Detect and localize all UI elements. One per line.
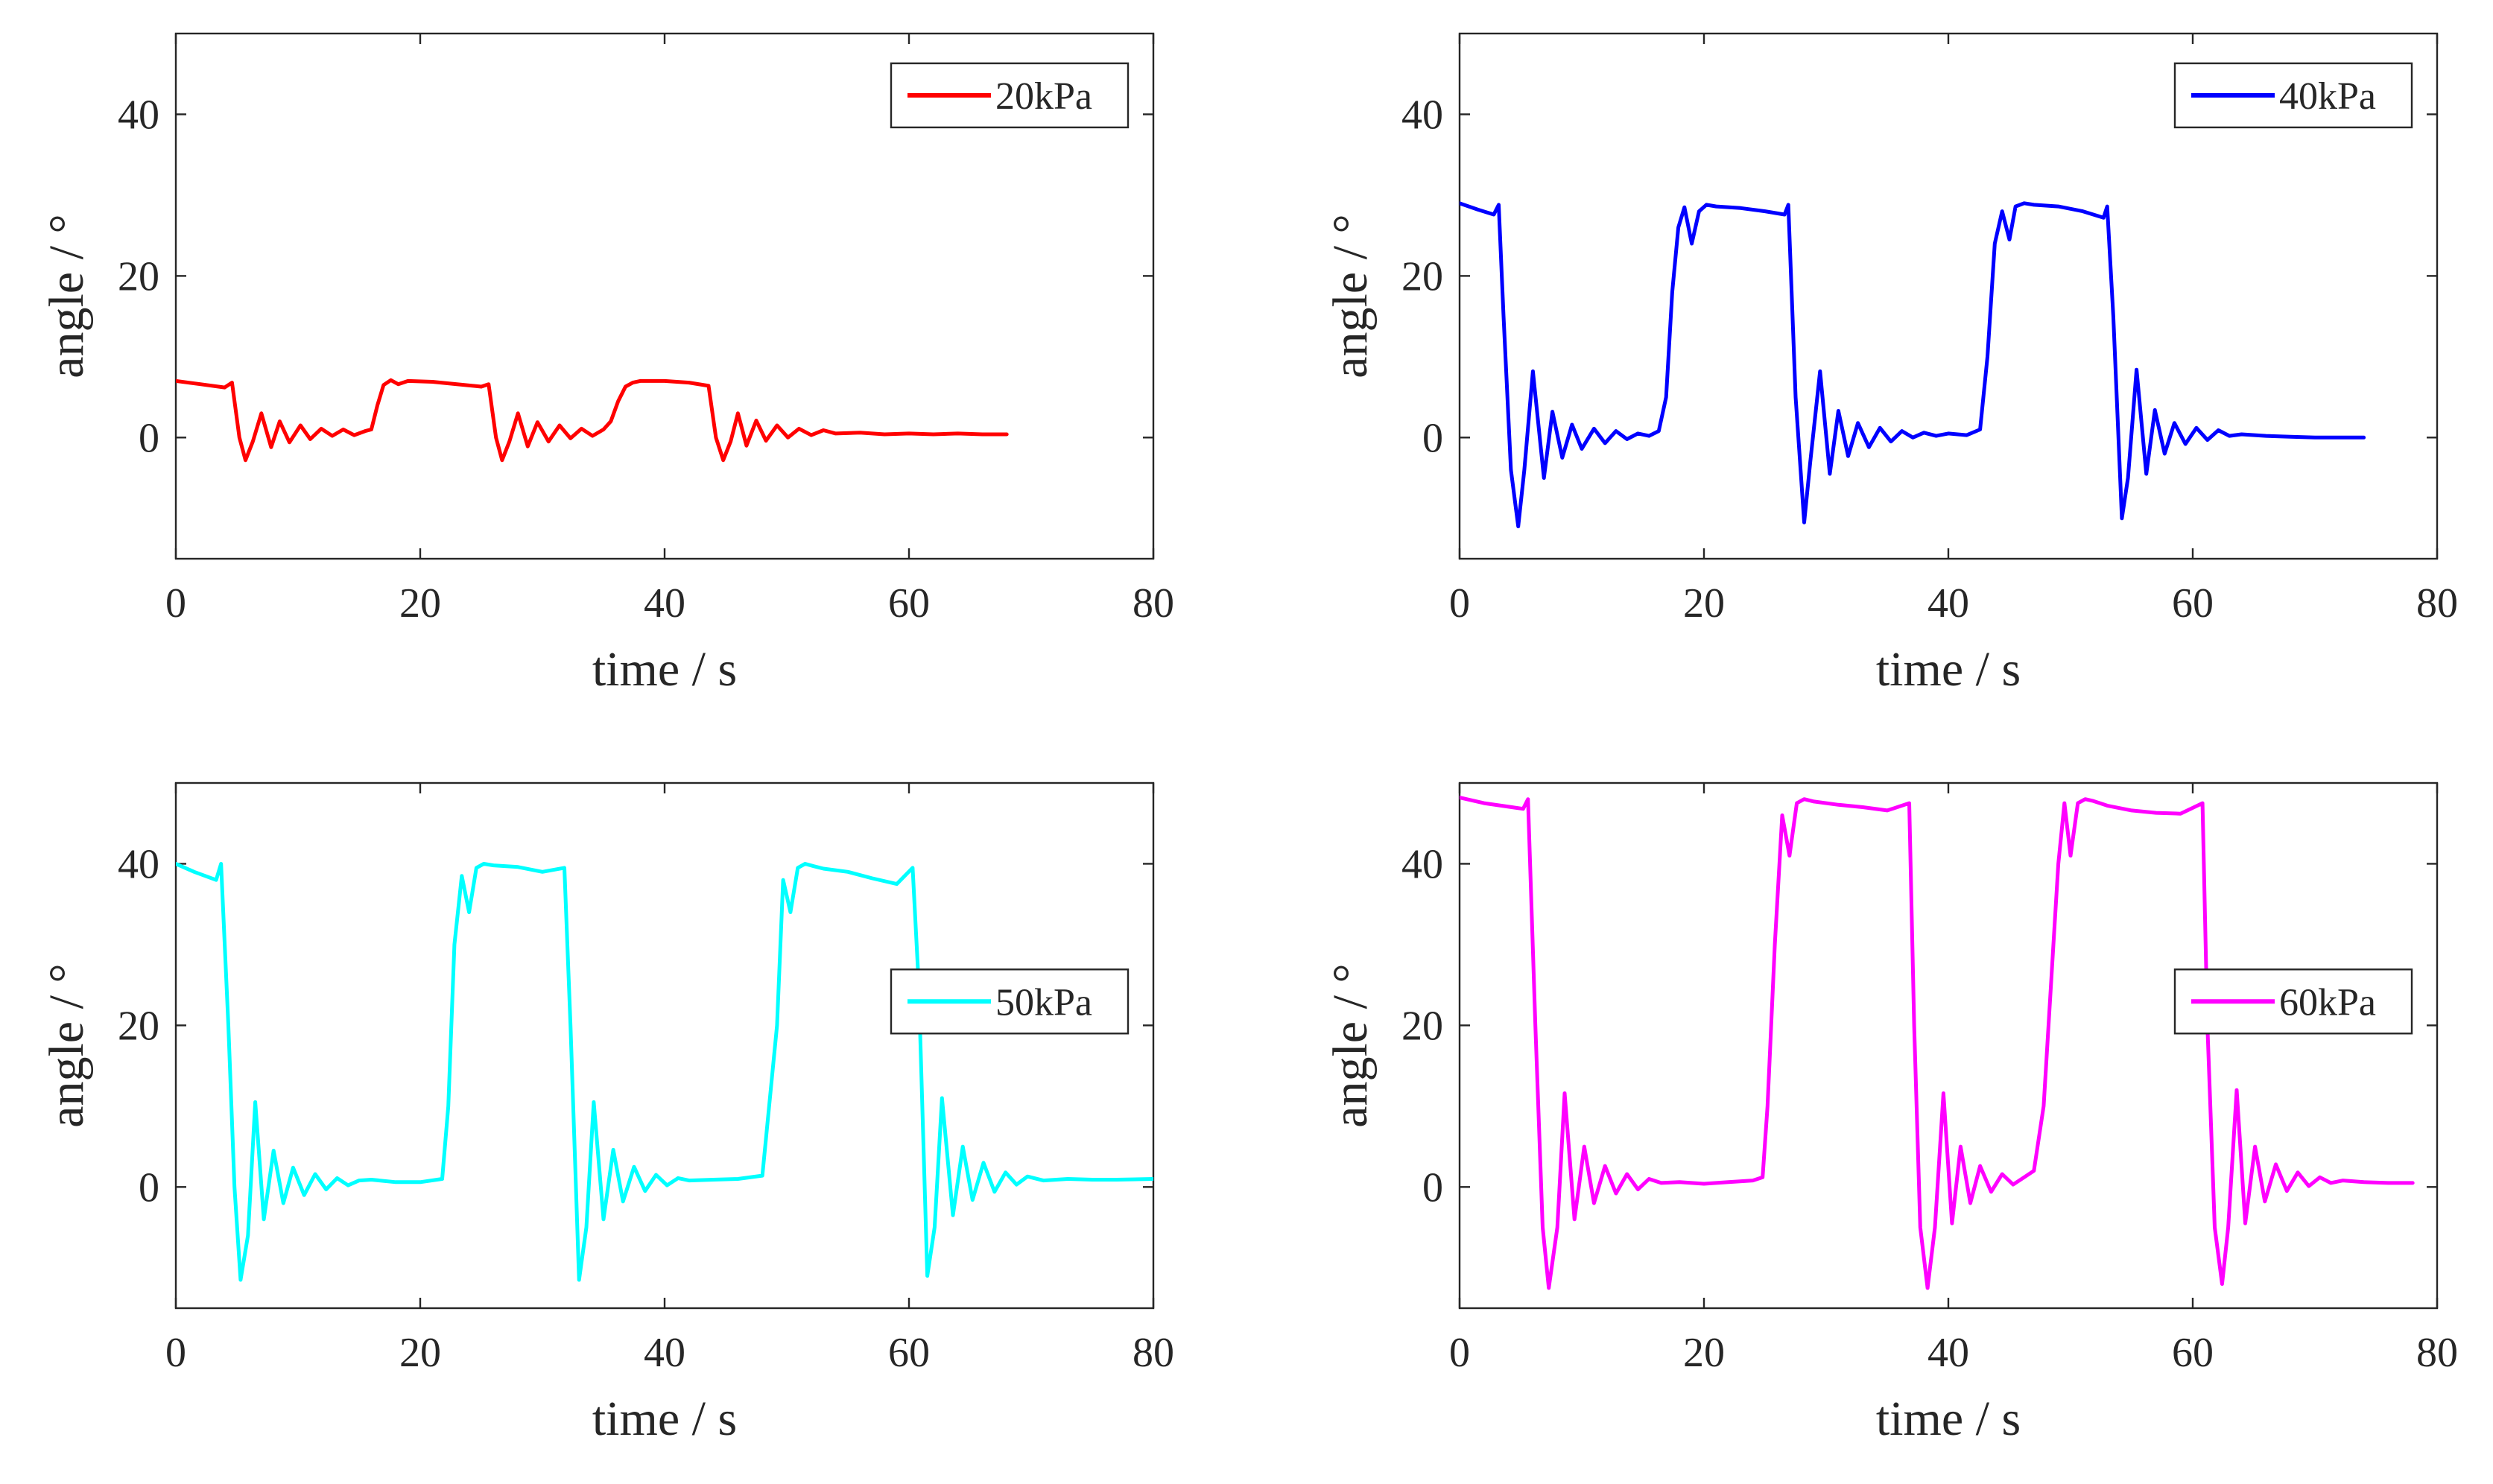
y-tick-label: 0: [139, 1164, 159, 1211]
y-tick-label: 40: [118, 92, 159, 138]
x-tick-label: 20: [399, 1330, 441, 1376]
plot-area: [174, 781, 1155, 1310]
legend-label: 20kPa: [995, 75, 1092, 118]
x-tick-label: 0: [1449, 1330, 1470, 1376]
x-tick-label: 40: [644, 580, 685, 627]
y-axis-label: angle / °: [1323, 214, 1378, 378]
x-tick-label: 80: [2416, 1330, 2458, 1376]
series-line-40kpa: [1460, 201, 2366, 529]
legend-label: 60kPa: [2279, 981, 2376, 1024]
y-tick-label: 20: [118, 1003, 159, 1049]
x-tick-label: 40: [644, 1330, 685, 1376]
y-axis-label: angle / °: [1323, 963, 1378, 1128]
subplot-40kpa: 0 20 40 60 80 0 20 40 time / s angle / ° 40kPa: [1323, 32, 2458, 697]
y-tick-label: 20: [1401, 1003, 1443, 1049]
subplot-20kpa: 0 20 40 60 80 0 20 40 time / s angle / ° 20kPa: [39, 32, 1174, 697]
series-line-60kpa: [1460, 796, 2415, 1290]
x-tick-label: 20: [399, 580, 441, 627]
x-tick-label: 0: [1449, 580, 1470, 627]
x-axis-label: time / s: [592, 1392, 737, 1446]
plot-area: [1458, 781, 2439, 1310]
y-tick-label: 0: [1422, 1164, 1443, 1211]
x-tick-label: 40: [1927, 1330, 1969, 1376]
y-tick-label: 40: [118, 841, 159, 887]
y-tick-label: 20: [1401, 253, 1443, 299]
x-tick-label: 0: [165, 1330, 186, 1376]
y-tick-label: 40: [1401, 92, 1443, 138]
subplot-60kpa: 0 20 40 60 80 0 20 40 time / s angle / ° 60kPa: [1323, 781, 2458, 1446]
x-tick-label: 80: [1133, 1330, 1174, 1376]
y-tick-label: 20: [118, 253, 159, 299]
x-tick-label: 0: [165, 580, 186, 627]
series-line-20kpa: [176, 378, 1009, 463]
y-tick-label: 40: [1401, 841, 1443, 887]
x-tick-label: 60: [2172, 1330, 2214, 1376]
x-axis-label: time / s: [1876, 642, 2021, 697]
x-axis-label: time / s: [592, 642, 737, 697]
x-axis-label: time / s: [1876, 1392, 2021, 1446]
x-tick-label: 60: [888, 1330, 930, 1376]
y-tick-label: 0: [139, 415, 159, 461]
y-axis-label: angle / °: [39, 214, 94, 378]
subplot-50kpa: 0 20 40 60 80 0 20 40 time / s angle / ° 50kPa: [39, 781, 1174, 1446]
legend-label: 50kPa: [995, 981, 1092, 1024]
x-tick-label: 60: [2172, 580, 2214, 627]
x-tick-label: 40: [1927, 580, 1969, 627]
x-tick-label: 20: [1683, 580, 1725, 627]
x-tick-label: 20: [1683, 1330, 1725, 1376]
series-line-50kpa: [176, 862, 1153, 1282]
legend-label: 40kPa: [2279, 75, 2376, 118]
y-axis-label: angle / °: [39, 963, 94, 1128]
y-tick-label: 0: [1422, 415, 1443, 461]
x-tick-label: 80: [2416, 580, 2458, 627]
x-tick-label: 60: [888, 580, 930, 627]
x-tick-label: 80: [1133, 580, 1174, 627]
